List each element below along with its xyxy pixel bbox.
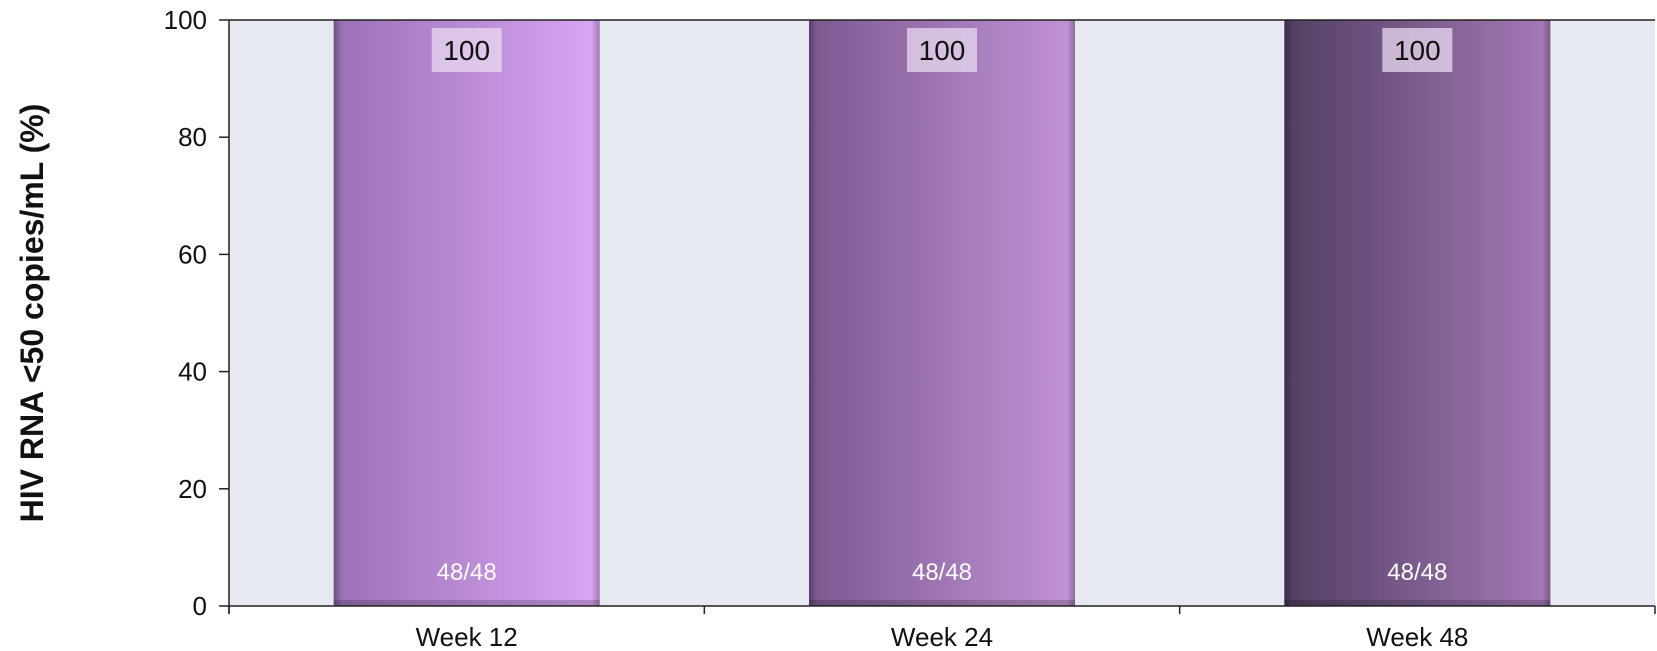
count-label: 48/48 xyxy=(1387,559,1447,586)
x-tick-label: Week 24 xyxy=(891,622,993,651)
y-tick-label: 20 xyxy=(178,474,207,504)
bar-shading xyxy=(1284,20,1551,606)
x-tick-label: Week 48 xyxy=(1366,622,1468,651)
value-label: 100 xyxy=(443,35,490,66)
value-label-box xyxy=(1382,28,1453,72)
y-tick-label: 40 xyxy=(178,357,207,387)
x-tick-label: Week 12 xyxy=(416,622,518,651)
value-label-box xyxy=(907,28,977,72)
bar-base-shadow xyxy=(1284,600,1551,606)
axes-group xyxy=(219,19,1656,614)
bar-base-shadow xyxy=(809,600,1075,606)
bar-shading xyxy=(809,20,1075,606)
y-tick-label: 60 xyxy=(178,239,207,269)
value-label: 100 xyxy=(1394,35,1441,66)
bar-shading xyxy=(333,20,600,606)
labels-group: 100 48/48 Week 12 100 48/48 Week 24 100 48/48 We… xyxy=(164,5,1469,651)
count-label: 48/48 xyxy=(912,559,972,586)
count-label: 48/48 xyxy=(437,559,497,586)
value-label-box xyxy=(431,28,502,72)
bars-group xyxy=(333,20,1551,606)
bar-base-shadow xyxy=(333,600,600,606)
y-tick-label: 80 xyxy=(178,122,207,152)
y-axis-label: HIV RNA <50 copies/mL (%) xyxy=(14,104,50,523)
y-tick-label: 100 xyxy=(164,5,207,35)
y-tick-label: 0 xyxy=(193,591,207,621)
value-label: 100 xyxy=(919,35,966,66)
